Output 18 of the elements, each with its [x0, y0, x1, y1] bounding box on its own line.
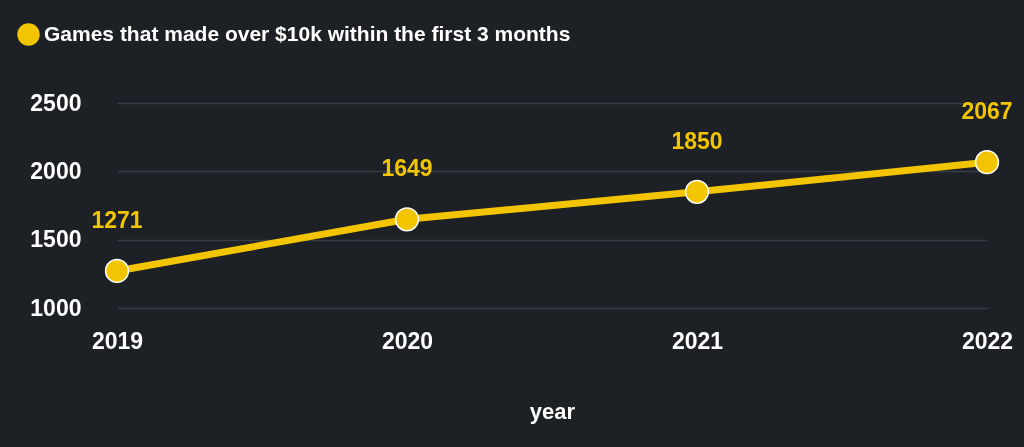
- point: [394, 207, 420, 232]
- legend-label: Games that made over $10k within the first 3 months: [44, 21, 571, 45]
- x-tick-label: 2020: [381, 327, 434, 354]
- x-tick-label: 2022: [961, 327, 1014, 354]
- x-axis-title: year: [529, 398, 576, 424]
- data-label: 1271: [91, 206, 143, 233]
- data-label: 1850: [671, 127, 723, 154]
- y-tick-label: 2500: [30, 89, 82, 116]
- x-tick-label: 2019: [91, 327, 144, 354]
- point: [974, 150, 1000, 175]
- point: [684, 179, 710, 204]
- data-label: 2067: [961, 98, 1013, 125]
- y-tick-label: 1000: [30, 294, 82, 321]
- x-tick-label: 2021: [671, 327, 724, 354]
- point: [104, 258, 130, 284]
- data-label: 1649: [381, 155, 433, 182]
- y-tick-label: 2000: [30, 157, 82, 184]
- y-tick-label: 1500: [30, 226, 82, 253]
